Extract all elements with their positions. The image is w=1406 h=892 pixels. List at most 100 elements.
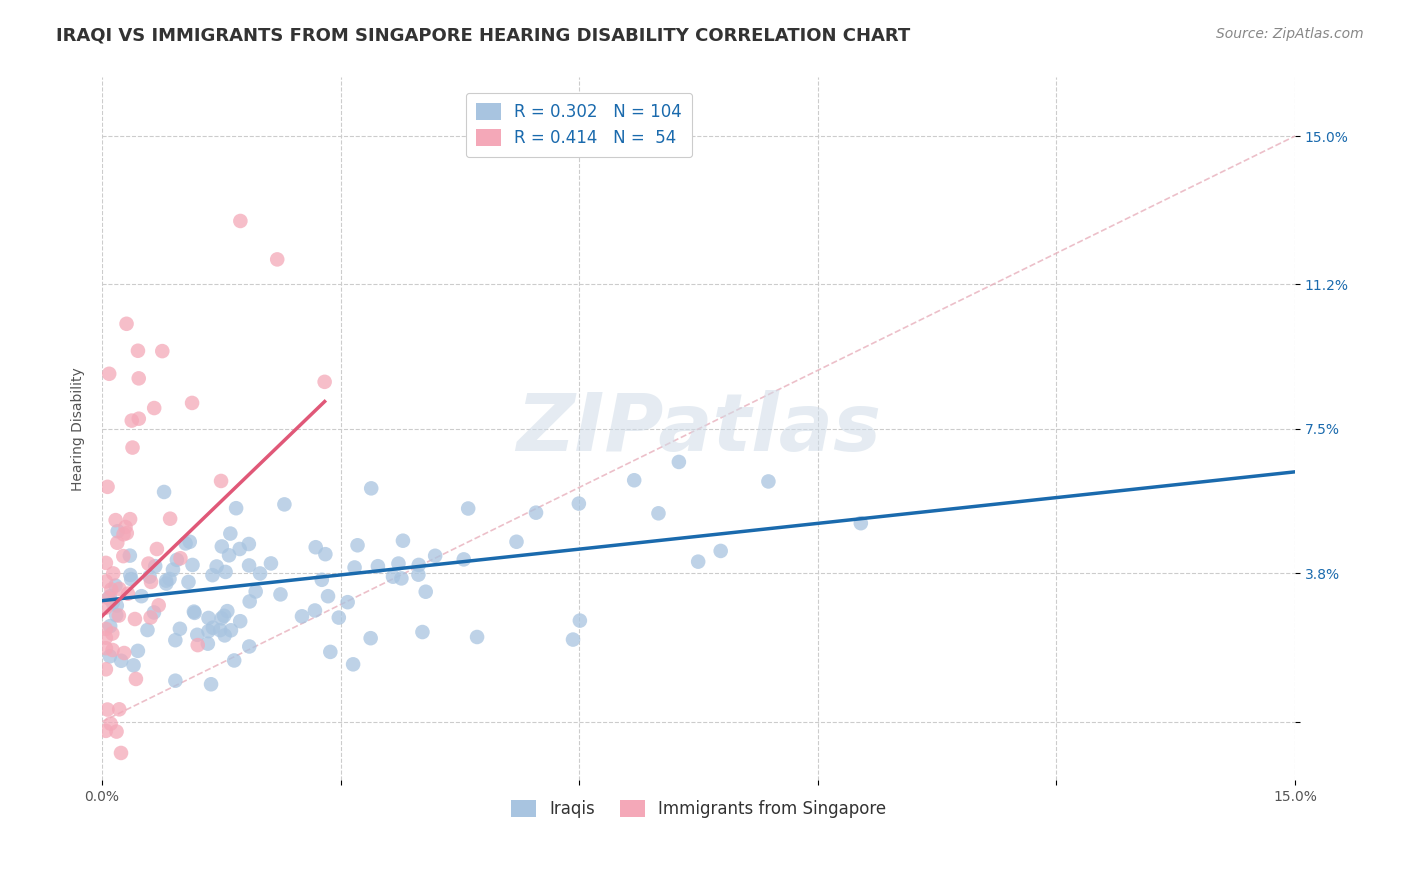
Point	[120, 572, 142, 586]
Point	[346, 538, 368, 552]
Point	[136, 623, 159, 637]
Point	[201, 568, 224, 582]
Point	[148, 599, 170, 613]
Point	[98, 649, 121, 664]
Point	[165, 673, 187, 688]
Point	[127, 343, 149, 358]
Point	[219, 526, 242, 541]
Point	[120, 512, 142, 526]
Point	[183, 606, 205, 620]
Point	[98, 590, 121, 604]
Point	[238, 558, 260, 573]
Point	[127, 644, 149, 658]
Point	[146, 541, 169, 556]
Point	[112, 527, 135, 541]
Point	[94, 631, 117, 645]
Point	[314, 375, 336, 389]
Point	[117, 587, 139, 601]
Point	[94, 622, 117, 636]
Point	[122, 658, 145, 673]
Point	[112, 549, 135, 563]
Point	[197, 624, 219, 639]
Point	[316, 589, 339, 603]
Point	[94, 574, 117, 589]
Point	[387, 557, 409, 571]
Point	[238, 537, 260, 551]
Text: IRAQI VS IMMIGRANTS FROM SINGAPORE HEARING DISABILITY CORRELATION CHART: IRAQI VS IMMIGRANTS FROM SINGAPORE HEARI…	[56, 27, 911, 45]
Point	[688, 555, 710, 569]
Point	[159, 572, 181, 586]
Point	[179, 534, 201, 549]
Point	[181, 396, 204, 410]
Point	[104, 513, 127, 527]
Point	[169, 622, 191, 636]
Point	[125, 672, 148, 686]
Point	[524, 506, 547, 520]
Point	[166, 553, 188, 567]
Point	[389, 571, 412, 585]
Point	[114, 520, 136, 534]
Point	[453, 552, 475, 566]
Point	[408, 558, 430, 572]
Point	[647, 506, 669, 520]
Point	[849, 516, 872, 531]
Point	[139, 574, 162, 589]
Point	[97, 591, 120, 606]
Point	[139, 610, 162, 624]
Point	[108, 702, 131, 716]
Point	[104, 578, 127, 592]
Point	[101, 626, 124, 640]
Legend: Iraqis, Immigrants from Singapore: Iraqis, Immigrants from Singapore	[505, 793, 893, 825]
Point	[128, 371, 150, 385]
Point	[304, 603, 326, 617]
Point	[100, 582, 122, 597]
Point	[120, 568, 142, 582]
Point	[197, 637, 219, 651]
Point	[94, 662, 117, 676]
Point	[98, 619, 121, 633]
Point	[249, 566, 271, 581]
Point	[214, 628, 236, 642]
Point	[305, 540, 328, 554]
Point	[224, 653, 246, 667]
Point	[343, 560, 366, 574]
Point	[121, 414, 143, 428]
Point	[107, 524, 129, 539]
Point	[174, 536, 197, 550]
Point	[124, 612, 146, 626]
Point	[411, 625, 433, 640]
Point	[138, 557, 160, 571]
Point	[311, 573, 333, 587]
Point	[229, 214, 252, 228]
Point	[209, 474, 232, 488]
Point	[211, 540, 233, 554]
Point	[291, 609, 314, 624]
Point	[415, 584, 437, 599]
Point	[228, 541, 250, 556]
Point	[181, 558, 204, 572]
Point	[96, 702, 118, 716]
Point	[211, 611, 233, 625]
Point	[100, 716, 122, 731]
Y-axis label: Hearing Disability: Hearing Disability	[72, 367, 86, 491]
Point	[200, 677, 222, 691]
Text: ZIPatlas: ZIPatlas	[516, 390, 882, 468]
Point	[143, 401, 166, 415]
Point	[143, 559, 166, 574]
Point	[150, 344, 173, 359]
Point	[159, 512, 181, 526]
Point	[219, 624, 242, 638]
Point	[710, 544, 733, 558]
Point	[105, 724, 128, 739]
Point	[169, 551, 191, 566]
Point	[382, 570, 405, 584]
Point	[101, 596, 124, 610]
Point	[94, 641, 117, 656]
Point	[238, 640, 260, 654]
Point	[225, 501, 247, 516]
Point	[408, 567, 430, 582]
Point	[105, 608, 128, 623]
Point	[245, 584, 267, 599]
Point	[457, 501, 479, 516]
Point	[367, 559, 389, 574]
